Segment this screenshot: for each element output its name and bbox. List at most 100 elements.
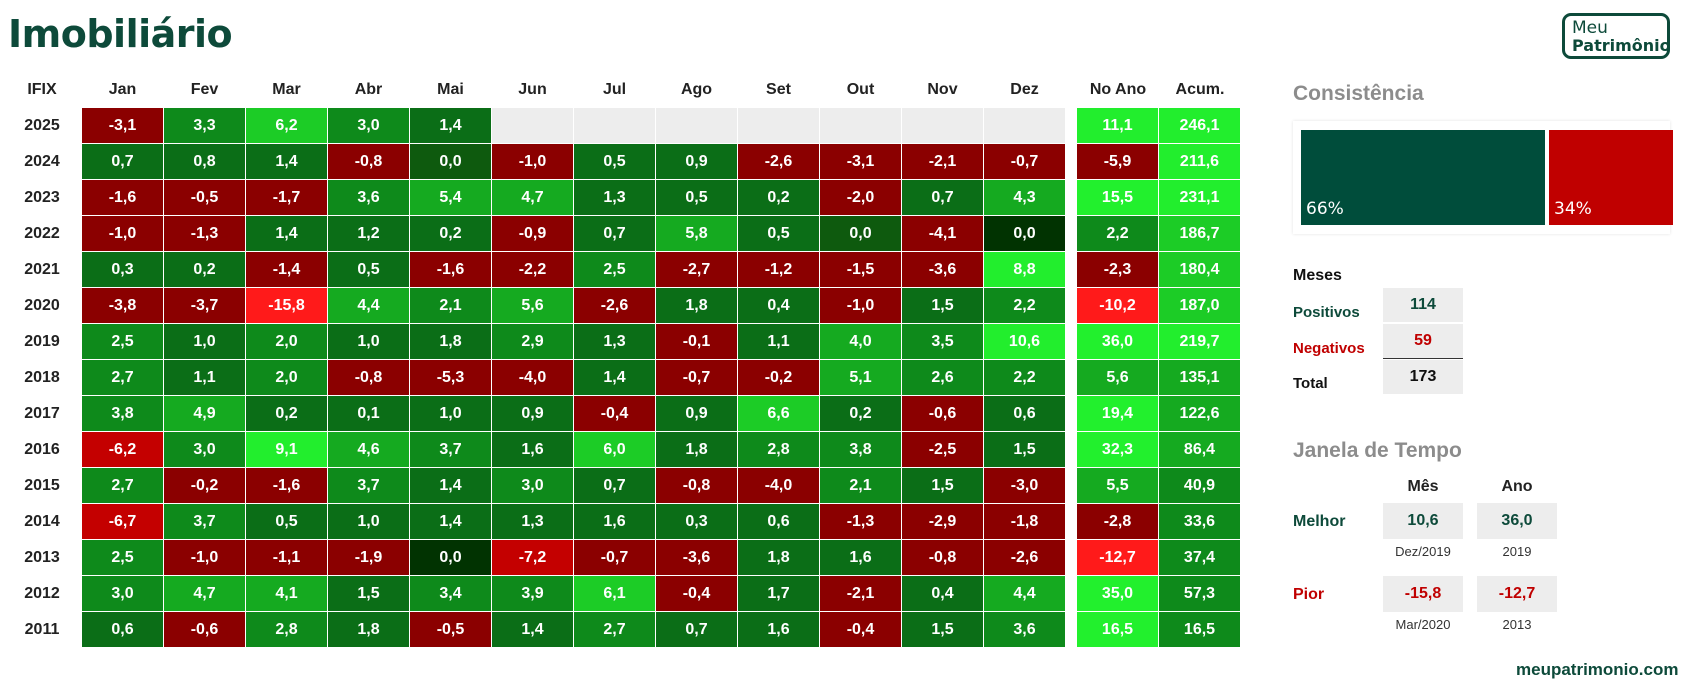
melhor-label: Melhor <box>1293 513 1346 530</box>
month-cell: -1,3 <box>164 216 245 251</box>
month-cell: 4,4 <box>328 288 409 323</box>
page-title: Imobiliário <box>8 12 233 56</box>
month-cell: 4,1 <box>246 576 327 611</box>
month-cell: 1,4 <box>246 216 327 251</box>
year-label: 2017 <box>24 405 60 422</box>
month-cell: -6,7 <box>82 504 163 539</box>
negativos-value: 59 <box>1383 324 1463 359</box>
month-cell: -1,0 <box>820 288 901 323</box>
brand-logo[interactable]: Meu Patrimônio <box>1562 13 1671 59</box>
month-cell: 3,0 <box>328 108 409 143</box>
month-cell: 0,0 <box>410 540 491 575</box>
year-label: 2012 <box>24 585 60 602</box>
month-cell: 5,1 <box>820 360 901 395</box>
acum-cell: 57,3 <box>1159 576 1240 611</box>
month-cell: 2,6 <box>902 360 983 395</box>
month-cell: 3,0 <box>164 432 245 467</box>
positivos-label: Positivos <box>1293 304 1360 321</box>
month-cell: 1,6 <box>574 504 655 539</box>
meses-heading: Meses <box>1293 267 1342 284</box>
month-cell: -6,2 <box>82 432 163 467</box>
acum-cell: 37,4 <box>1159 540 1240 575</box>
year-label: 2025 <box>24 117 60 134</box>
month-header: Jul <box>602 81 627 98</box>
month-cell: -1,6 <box>246 468 327 503</box>
month-cell: -3,8 <box>82 288 163 323</box>
month-cell: 0,2 <box>246 396 327 431</box>
month-cell: 3,4 <box>410 576 491 611</box>
month-cell: 0,6 <box>738 504 819 539</box>
month-cell: 0,5 <box>738 216 819 251</box>
empty-cell <box>574 108 655 143</box>
month-cell: 1,0 <box>328 504 409 539</box>
month-cell: -15,8 <box>246 288 327 323</box>
month-cell: 0,5 <box>246 504 327 539</box>
no-ano-cell: 35,0 <box>1077 576 1158 611</box>
month-cell: 4,9 <box>164 396 245 431</box>
month-cell: -0,2 <box>164 468 245 503</box>
melhor-mes-value: 10,6 <box>1383 503 1463 539</box>
year-label: 2014 <box>24 513 60 530</box>
month-cell: -7,2 <box>492 540 573 575</box>
month-cell: 1,6 <box>492 432 573 467</box>
month-cell: 4,4 <box>984 576 1065 611</box>
year-label: 2018 <box>24 369 60 386</box>
acum-cell: 186,7 <box>1159 216 1240 251</box>
month-cell: 5,8 <box>656 216 737 251</box>
month-cell: 0,7 <box>574 216 655 251</box>
month-cell: 3,0 <box>82 576 163 611</box>
acum-cell: 219,7 <box>1159 324 1240 359</box>
month-cell: 3,0 <box>492 468 573 503</box>
month-cell: 3,7 <box>328 468 409 503</box>
month-cell: 6,2 <box>246 108 327 143</box>
acum-cell: 231,1 <box>1159 180 1240 215</box>
month-cell: -1,6 <box>410 252 491 287</box>
month-cell: 1,4 <box>246 144 327 179</box>
month-cell: 1,8 <box>410 324 491 359</box>
month-cell: 3,8 <box>820 432 901 467</box>
month-cell: 2,7 <box>574 612 655 647</box>
acum-cell: 122,6 <box>1159 396 1240 431</box>
month-cell: -0,8 <box>328 360 409 395</box>
month-cell: 2,9 <box>492 324 573 359</box>
month-cell: 4,0 <box>820 324 901 359</box>
month-header: Out <box>846 81 875 98</box>
month-cell: -2,2 <box>492 252 573 287</box>
melhor-mes-date: Dez/2019 <box>1395 544 1451 559</box>
month-cell: 0,9 <box>656 144 737 179</box>
month-cell: 1,6 <box>820 540 901 575</box>
month-cell: 1,5 <box>902 468 983 503</box>
no-ano-cell: 16,5 <box>1077 612 1158 647</box>
acum-cell: 211,6 <box>1159 144 1240 179</box>
total-value: 173 <box>1383 360 1463 394</box>
negativos-label: Negativos <box>1293 340 1365 357</box>
month-cell: -2,0 <box>820 180 901 215</box>
month-cell: -0,7 <box>984 144 1065 179</box>
month-cell: -3,7 <box>164 288 245 323</box>
no-ano-cell: -2,8 <box>1077 504 1158 539</box>
month-cell: 2,1 <box>410 288 491 323</box>
consistencia-heading: Consistência <box>1293 82 1424 105</box>
month-cell: -4,0 <box>738 468 819 503</box>
month-cell: 1,5 <box>902 612 983 647</box>
month-cell: 0,7 <box>82 144 163 179</box>
month-cell: 0,4 <box>738 288 819 323</box>
month-cell: 0,0 <box>410 144 491 179</box>
month-cell: 0,5 <box>656 180 737 215</box>
year-label: 2013 <box>24 549 60 566</box>
month-header: Nov <box>927 81 958 98</box>
month-cell: 1,4 <box>492 612 573 647</box>
month-header: Mai <box>437 81 464 98</box>
month-cell: -0,9 <box>492 216 573 251</box>
month-cell: -0,4 <box>656 576 737 611</box>
month-cell: 6,1 <box>574 576 655 611</box>
footer-url[interactable]: meupatrimonio.com <box>1516 660 1679 679</box>
month-cell: 0,8 <box>164 144 245 179</box>
month-cell: 10,6 <box>984 324 1065 359</box>
month-header: Ago <box>680 81 713 98</box>
month-cell: -0,7 <box>656 360 737 395</box>
month-cell: 3,5 <box>902 324 983 359</box>
month-cell: -1,4 <box>246 252 327 287</box>
col-mes-header: Mês <box>1407 478 1439 495</box>
year-label: 2022 <box>24 225 60 242</box>
